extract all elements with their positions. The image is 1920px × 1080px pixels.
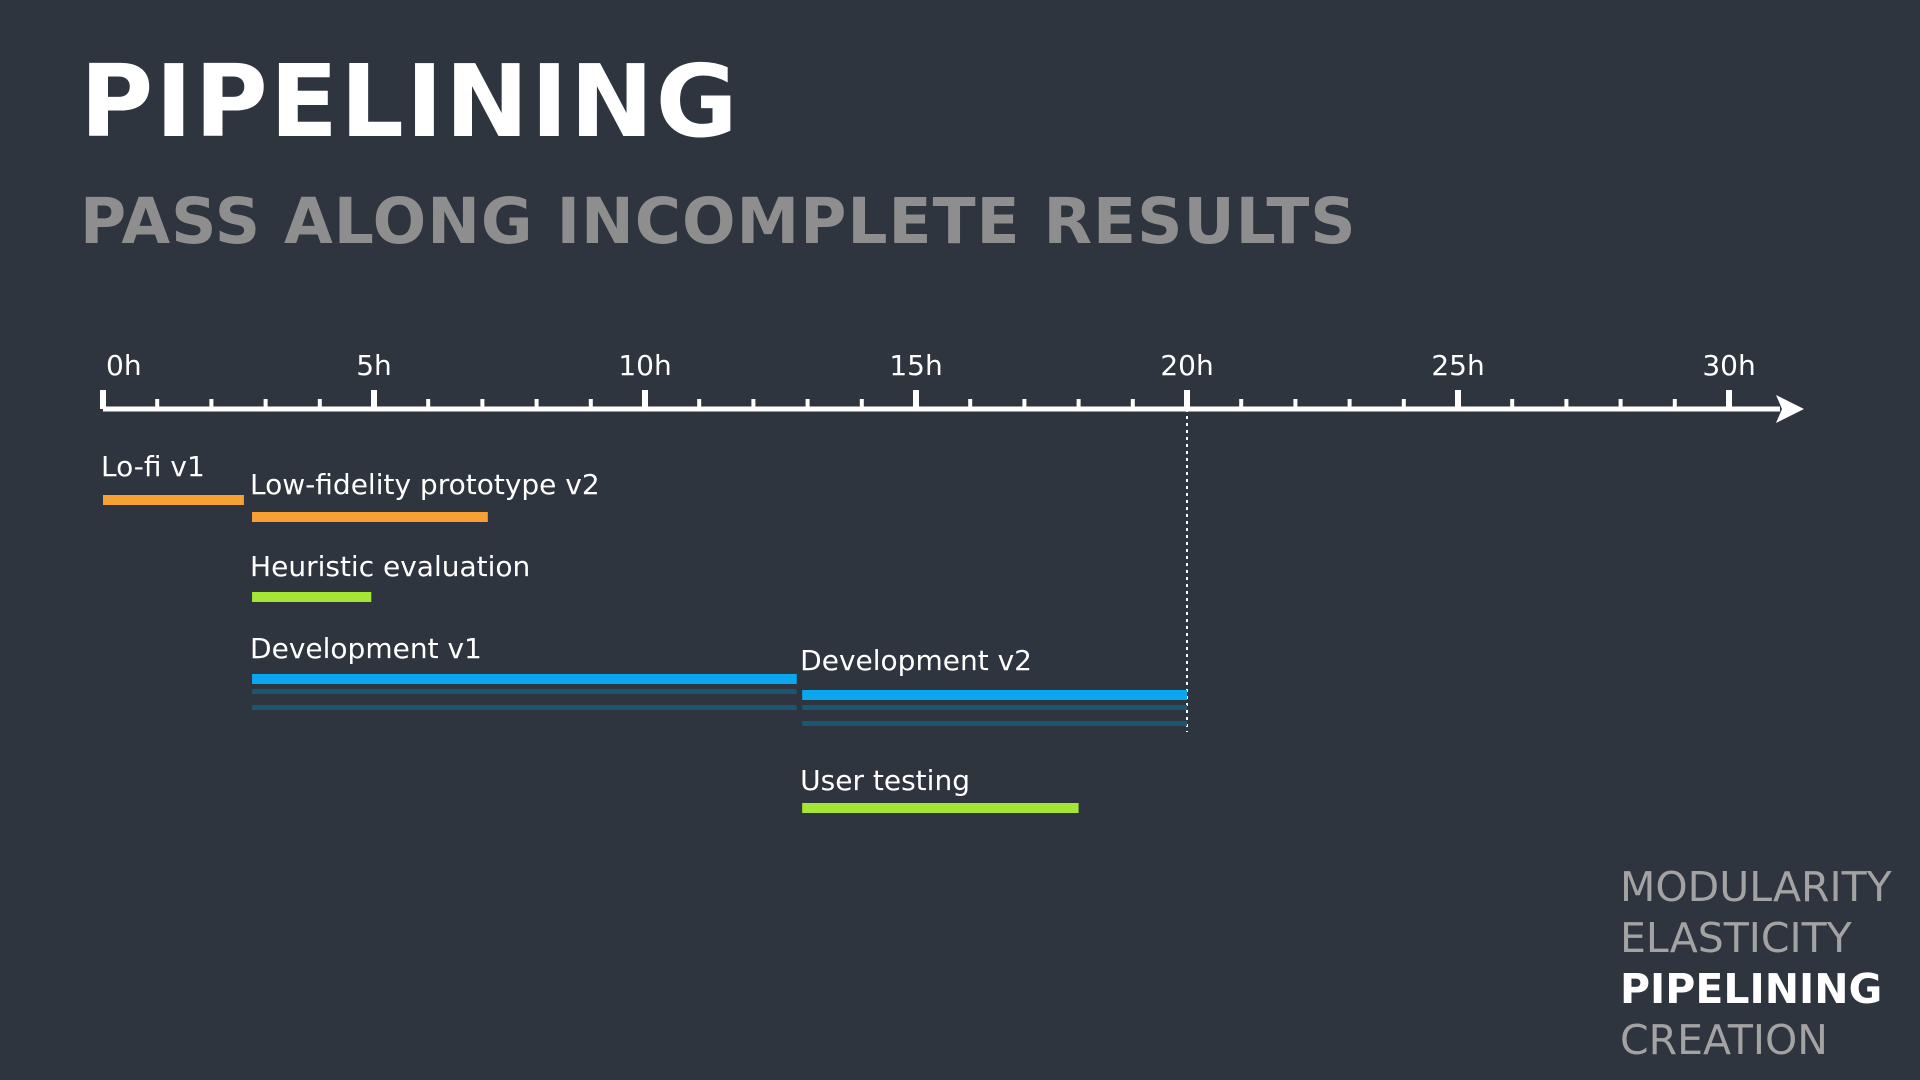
tick-label: 5h: [356, 349, 392, 382]
section-nav: MODULARITY ELASTICITY PIPELINING CREATIO…: [1620, 862, 1892, 1066]
task-bar: [252, 512, 488, 522]
task-sub-bar: [802, 705, 1187, 710]
task-sub-bar: [252, 689, 797, 694]
tick-label: 25h: [1431, 349, 1484, 382]
nav-item-modularity[interactable]: MODULARITY: [1620, 863, 1892, 911]
tick-label: 0h: [106, 349, 142, 382]
task-bar: [802, 690, 1187, 700]
task-label: Lo-fi v1: [101, 450, 205, 483]
task-sub-bar: [252, 705, 797, 710]
task-bar: [252, 674, 797, 684]
task-sub-bar: [802, 721, 1187, 726]
timeline-arrow-head: [1776, 395, 1804, 423]
tick-label: 30h: [1702, 349, 1755, 382]
nav-item-pipelining[interactable]: PIPELINING: [1620, 965, 1883, 1013]
task-label: Low-fidelity prototype v2: [250, 468, 600, 501]
tick-label: 20h: [1160, 349, 1213, 382]
tick-label: 10h: [618, 349, 671, 382]
task-label: Development v2: [800, 644, 1032, 677]
task-label: Development v1: [250, 632, 482, 665]
slide-title: PIPELINING: [80, 43, 740, 160]
task-label: Heuristic evaluation: [250, 550, 530, 583]
slide-subtitle: PASS ALONG INCOMPLETE RESULTS: [80, 185, 1357, 258]
nav-item-creation[interactable]: CREATION: [1620, 1016, 1828, 1064]
task-bar: [802, 803, 1079, 813]
tick-label: 15h: [889, 349, 942, 382]
task-bar: [103, 495, 244, 505]
task-label: User testing: [800, 764, 970, 797]
task-bar: [252, 592, 372, 602]
nav-item-elasticity[interactable]: ELASTICITY: [1620, 914, 1852, 962]
